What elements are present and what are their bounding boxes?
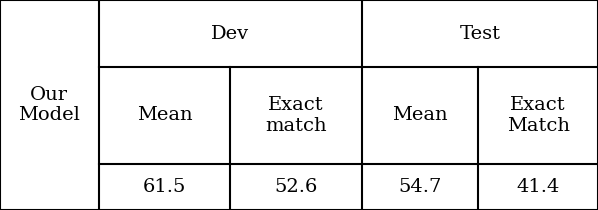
Text: Exact
Match: Exact Match [507,96,570,135]
Text: Our
Model: Our Model [19,86,80,124]
Text: 41.4: 41.4 [517,178,560,196]
Text: 61.5: 61.5 [143,178,186,196]
Text: Test: Test [459,25,501,43]
Text: Mean: Mean [392,106,448,125]
Text: Mean: Mean [136,106,193,125]
Text: Dev: Dev [211,25,249,43]
Text: 54.7: 54.7 [398,178,442,196]
Text: 52.6: 52.6 [274,178,318,196]
Text: Exact
match: Exact match [265,96,327,135]
